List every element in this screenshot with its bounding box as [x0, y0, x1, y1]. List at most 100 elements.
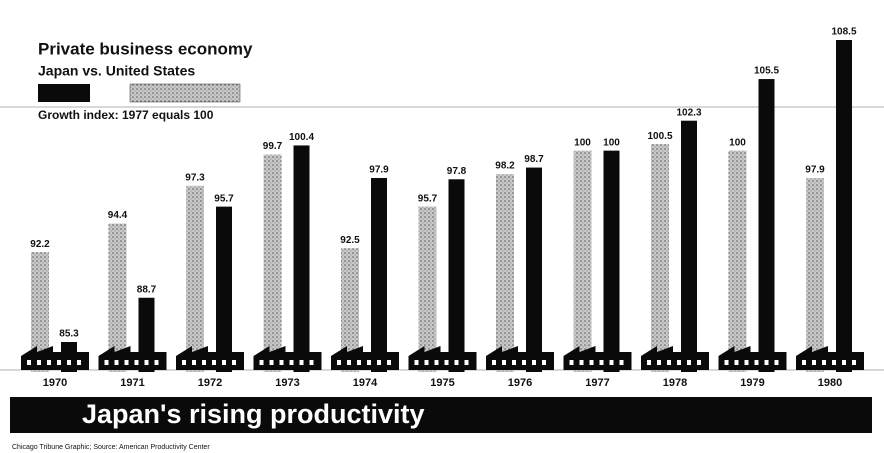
factory-window	[222, 360, 226, 365]
factory-window	[852, 360, 856, 365]
source: Chicago Tribune Graphic; Source: America…	[12, 444, 210, 451]
legend-swatch-japan	[38, 84, 90, 102]
factory-window	[774, 360, 779, 365]
factory-window	[842, 360, 846, 365]
data-label: 97.9	[805, 165, 825, 176]
bar	[216, 206, 232, 372]
factory-window	[347, 360, 351, 365]
bar-stipple	[573, 150, 592, 372]
data-label: 95.7	[214, 193, 234, 204]
factory-window	[464, 360, 469, 365]
factory-window	[212, 360, 216, 365]
factory-roof	[641, 346, 709, 356]
factory-roof	[331, 346, 399, 356]
factory-window	[677, 360, 681, 365]
factory-window	[289, 360, 294, 365]
bar	[758, 79, 775, 372]
x-tick-label: 1978	[663, 377, 687, 389]
data-label: 99.7	[263, 141, 283, 152]
factory-window	[657, 360, 661, 365]
data-label: 92.5	[340, 235, 360, 246]
factory-body	[331, 356, 399, 370]
banner-text: Japan's rising productivity	[82, 399, 425, 429]
factory-body	[253, 356, 322, 370]
chart-subtitle: Japan vs. United States	[38, 63, 195, 79]
factory-window	[104, 360, 109, 365]
factory-window	[812, 360, 816, 365]
data-label: 100.4	[289, 132, 314, 143]
factory-window	[309, 360, 314, 365]
factory-window	[124, 360, 129, 365]
factory-window	[832, 360, 836, 365]
x-tick-label: 1976	[508, 377, 532, 389]
bar-stipple	[108, 223, 127, 372]
x-tick-label: 1970	[43, 377, 67, 389]
factory-window	[57, 360, 61, 365]
data-label: 98.2	[495, 161, 515, 172]
data-label: 102.3	[676, 107, 701, 118]
factory-window	[542, 360, 546, 365]
x-tick-label: 1975	[430, 377, 454, 389]
factory-window	[697, 360, 701, 365]
factory-window	[47, 360, 51, 365]
factory-window	[367, 360, 371, 365]
data-label: 85.3	[59, 329, 79, 340]
factory-roof	[253, 346, 322, 356]
factory-window	[589, 360, 594, 365]
data-label: 94.4	[108, 210, 128, 221]
factory-window	[377, 360, 381, 365]
factory-body	[176, 356, 244, 370]
factory-roof	[176, 346, 244, 356]
factory-window	[414, 360, 419, 365]
factory-window	[609, 360, 614, 365]
factory-window	[744, 360, 749, 365]
bar	[448, 179, 465, 372]
data-label: 100	[603, 137, 620, 148]
bar-stipple	[186, 185, 204, 372]
factory-window	[67, 360, 71, 365]
data-label: 100	[729, 137, 746, 148]
factory-roof	[563, 346, 632, 356]
factory-window	[532, 360, 536, 365]
factory-window	[27, 360, 31, 365]
factory-roof	[718, 346, 787, 356]
factory-window	[387, 360, 391, 365]
factory-window	[502, 360, 506, 365]
x-tick-label: 1977	[585, 377, 609, 389]
bar-stipple	[496, 174, 514, 372]
factory-window	[192, 360, 196, 365]
factory-body	[408, 356, 477, 370]
factory-window	[822, 360, 826, 365]
bar	[293, 145, 310, 372]
factory-window	[512, 360, 516, 365]
bar	[681, 120, 697, 372]
factory-window	[764, 360, 769, 365]
x-tick-label: 1973	[275, 377, 299, 389]
factory-body	[21, 356, 89, 370]
factory-window	[492, 360, 496, 365]
factory-window	[724, 360, 729, 365]
chart-title: Private business economy	[38, 39, 253, 58]
x-tick-label: 1980	[818, 377, 842, 389]
factory-window	[599, 360, 604, 365]
legend-stipple	[130, 84, 240, 102]
factory-body	[796, 356, 864, 370]
factory-window	[424, 360, 429, 365]
factory-window	[687, 360, 691, 365]
factory-body	[98, 356, 167, 370]
factory-window	[579, 360, 584, 365]
factory-window	[522, 360, 526, 365]
factory-window	[802, 360, 806, 365]
factory-window	[667, 360, 671, 365]
bar-stipple	[341, 248, 359, 372]
bar-stipple	[263, 154, 282, 372]
data-label: 92.2	[30, 239, 50, 250]
factory-window	[144, 360, 149, 365]
factory-window	[434, 360, 439, 365]
data-label: 97.9	[369, 165, 389, 176]
data-label: 100.5	[647, 131, 672, 142]
factory-roof	[486, 346, 554, 356]
factory-window	[37, 360, 41, 365]
bar-stipple	[806, 177, 824, 372]
factory-window	[454, 360, 459, 365]
